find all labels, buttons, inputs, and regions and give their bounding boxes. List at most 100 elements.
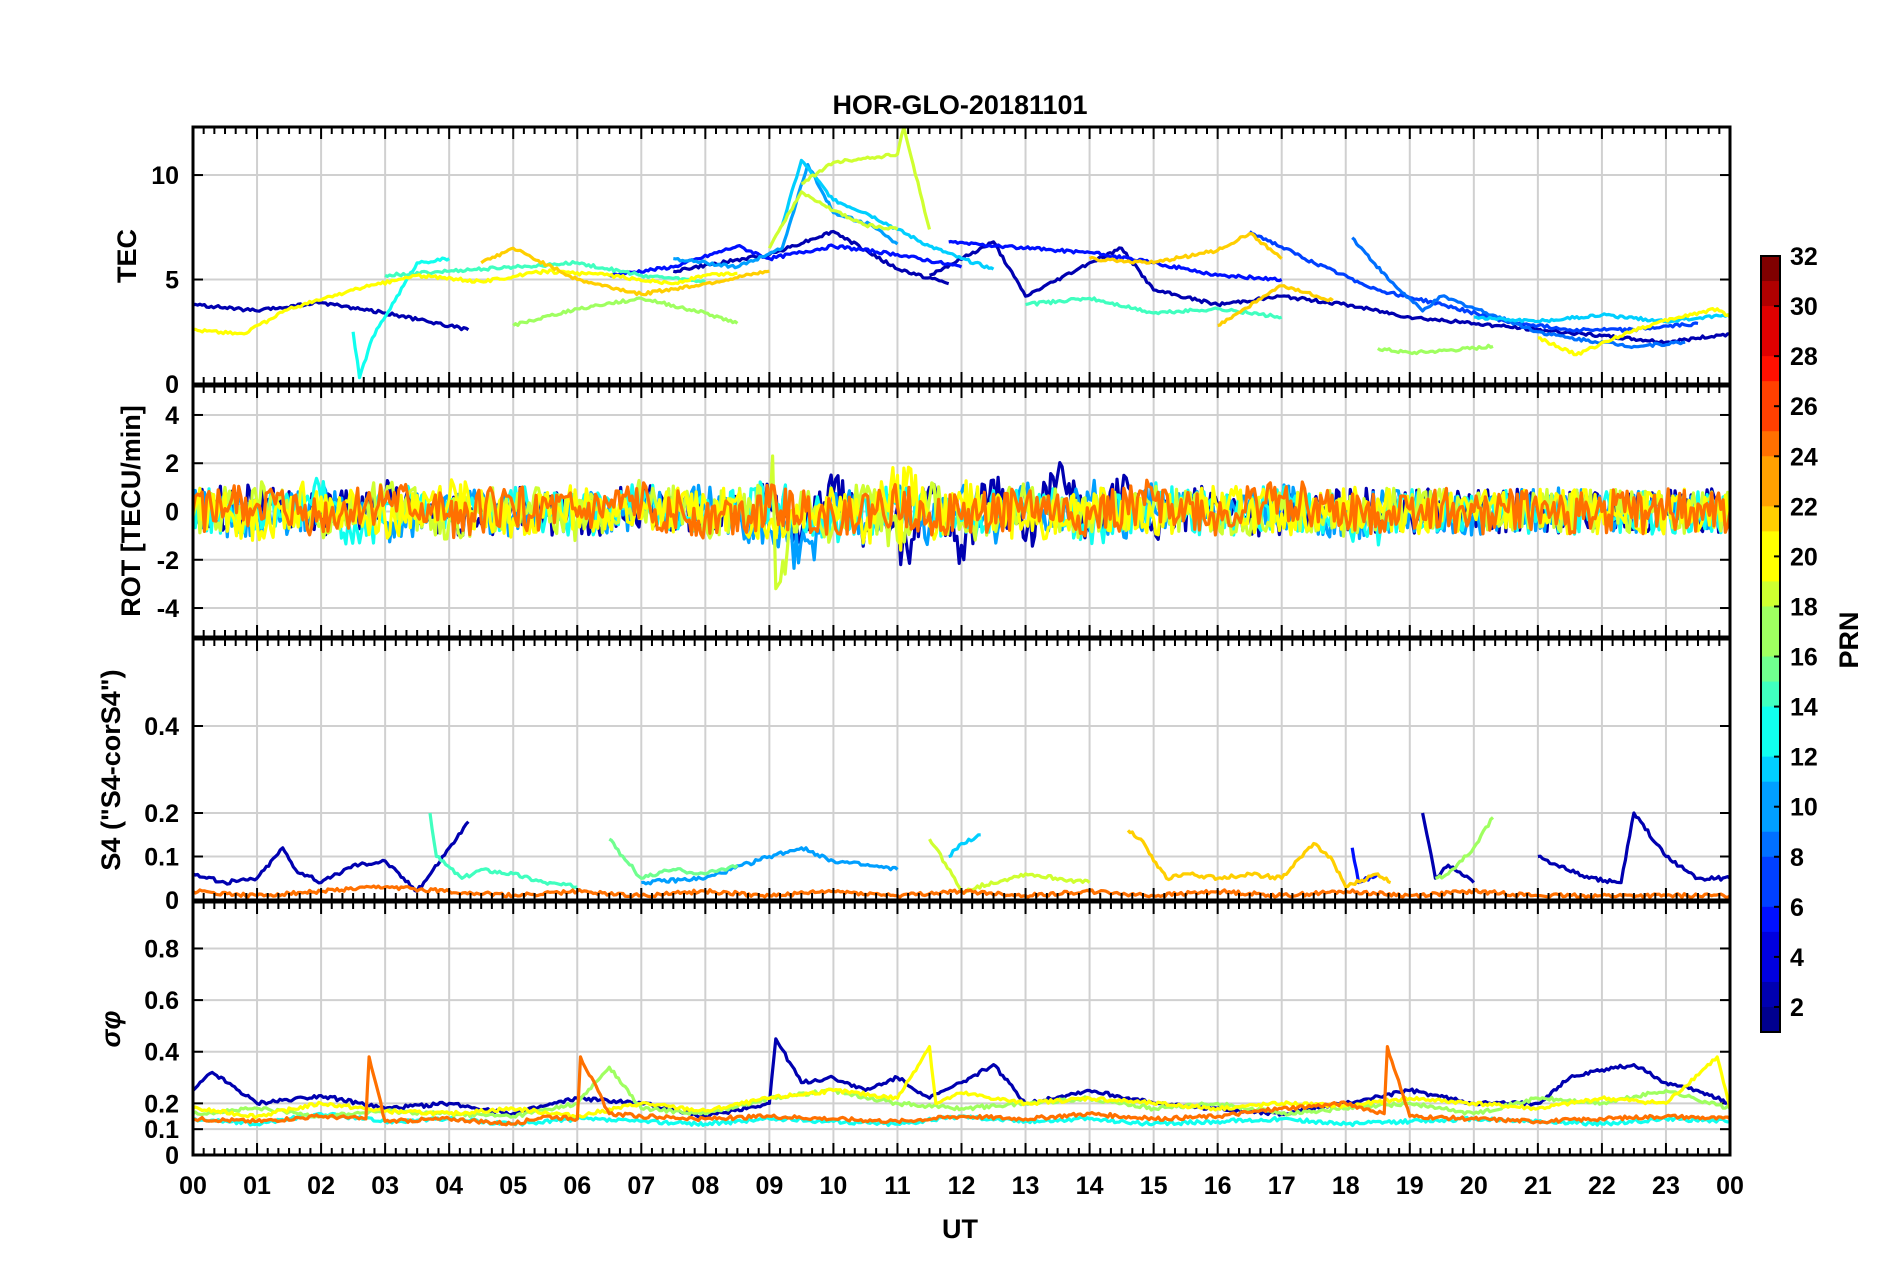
colorbar-tick-label: 18	[1790, 593, 1818, 621]
series-line-prn-12	[780, 158, 995, 271]
x-tick-label: 11	[884, 1172, 911, 1200]
series-line-prn-16	[608, 837, 739, 880]
series-line-prn-14	[428, 812, 578, 889]
y-tick-label: 0	[165, 1142, 179, 1170]
colorbar-segment	[1761, 1006, 1780, 1033]
x-tick-label: 02	[307, 1172, 335, 1200]
colorbar-segment	[1761, 406, 1780, 432]
series-line-prn-22	[480, 246, 770, 297]
colorbar-segment	[1761, 331, 1780, 357]
colorbar-segment	[1761, 506, 1780, 532]
x-tick-label: 20	[1460, 1172, 1488, 1200]
colorbar-tick-label: 24	[1790, 443, 1818, 471]
x-tick-label: 14	[1076, 1172, 1104, 1200]
colorbar-segment	[1761, 756, 1780, 783]
x-tick-labels: 00 01 02 03 04 05 06 07 08 09 10 11 12 13 14 15 16 17 18 19…	[179, 1172, 1744, 1200]
colorbar-tick-label: 10	[1790, 794, 1818, 822]
y-tick-label: 0.1	[144, 844, 179, 872]
y-tick-label: 5	[165, 267, 179, 295]
y-axis-label: ROT [TECU/min]	[116, 405, 146, 616]
colorbar-tick-label: 26	[1790, 393, 1818, 421]
y-tick-label: 0	[165, 371, 179, 399]
y-tick-label: -4	[157, 595, 179, 623]
x-tick-label: 16	[1204, 1172, 1232, 1200]
series-line-prn-13	[351, 256, 451, 380]
x-tick-label: 18	[1332, 1172, 1360, 1200]
series-line-prn-22	[1088, 232, 1283, 265]
x-tick-label: 03	[371, 1172, 399, 1200]
y-tick-label: 2	[165, 450, 179, 478]
series-line-prn-7	[1248, 230, 1699, 333]
axes-frame	[191, 125, 1732, 386]
series-line-prn-2	[1421, 812, 1475, 884]
x-tick-label: 10	[820, 1172, 848, 1200]
x-tick-label: 04	[435, 1172, 463, 1200]
colorbar-segment	[1761, 306, 1780, 332]
colorbar-segment	[1761, 381, 1780, 407]
y-tick-label: 4	[165, 402, 179, 430]
y-tick-label: 0.6	[144, 987, 179, 1015]
colorbar-segment	[1761, 956, 1780, 983]
colorbar-tick-label: 20	[1790, 543, 1818, 571]
x-tick-label: 12	[948, 1172, 976, 1200]
y-axis-label: S4 ("S4-corS4")	[96, 669, 126, 870]
y-tick-label: 10	[151, 162, 179, 190]
x-axis-label: UT	[942, 1214, 978, 1244]
colorbar-tick-label: 30	[1790, 293, 1818, 321]
colorbar-frame	[1760, 255, 1781, 1033]
series-line-prn-12	[1473, 312, 1730, 324]
x-tick-label: 08	[691, 1172, 719, 1200]
x-tick-label: 06	[563, 1172, 591, 1200]
colorbar-segment	[1761, 456, 1780, 482]
y-tick-label: -2	[157, 547, 179, 575]
y-tick-label: 0.2	[144, 1090, 179, 1118]
series-line-prn-3	[928, 240, 1730, 345]
series-line-prn-11	[948, 833, 981, 859]
colorbar-segment	[1761, 681, 1780, 708]
series-group	[193, 454, 1730, 591]
colorbar-segment	[1761, 881, 1780, 908]
axes-frame	[191, 384, 1732, 639]
x-tick-label: 01	[243, 1172, 271, 1200]
y-axis-label: TEC	[112, 229, 142, 283]
colorbar-tick-label: 12	[1790, 744, 1818, 772]
colorbar-tick-label: 6	[1790, 894, 1804, 922]
x-tick-label: 07	[627, 1172, 655, 1200]
colorbar-segment	[1761, 731, 1780, 758]
colorbar-tick-label: 22	[1790, 493, 1818, 521]
x-tick-label: 00	[1716, 1172, 1744, 1200]
series-group	[193, 127, 1730, 380]
colorbar-segment	[1761, 606, 1780, 633]
colorbar-segment	[1761, 831, 1780, 858]
x-tick-label: 17	[1268, 1172, 1296, 1200]
x-tick-label: 05	[499, 1172, 527, 1200]
colorbar-segment	[1761, 281, 1780, 307]
x-tick-label: 21	[1524, 1172, 1552, 1200]
colorbar-segment	[1761, 431, 1780, 457]
colorbar-segment	[1761, 556, 1780, 583]
series-line-prn-2	[193, 300, 470, 332]
series-line-prn-17	[1376, 343, 1494, 356]
y-tick-label: 0	[165, 887, 179, 915]
colorbar-segment	[1761, 356, 1780, 382]
colorbar-tick-label: 28	[1790, 343, 1818, 371]
series-line-prn-20	[193, 268, 738, 336]
x-tick-label: 13	[1012, 1172, 1040, 1200]
series-line-prn-18	[767, 190, 899, 249]
y-tick-label: 0.2	[144, 800, 179, 828]
colorbar-tick-label: 32	[1790, 243, 1818, 271]
colorbar-tick-label: 8	[1790, 844, 1804, 872]
series-line-prn-6	[948, 239, 1283, 283]
colorbar-segment	[1761, 781, 1780, 808]
x-tick-label: 19	[1396, 1172, 1424, 1200]
series-line-prn-8	[1351, 236, 1686, 350]
series-group	[193, 1037, 1730, 1128]
colorbar-tick-label: 16	[1790, 644, 1818, 672]
series-line-prn-20	[193, 1044, 1730, 1120]
series-line-prn-17	[512, 296, 739, 327]
colorbar-segment	[1761, 531, 1780, 557]
series-line-prn-6	[1350, 847, 1379, 885]
series-line-prn-5	[608, 243, 963, 278]
colorbar-segment	[1761, 806, 1780, 833]
